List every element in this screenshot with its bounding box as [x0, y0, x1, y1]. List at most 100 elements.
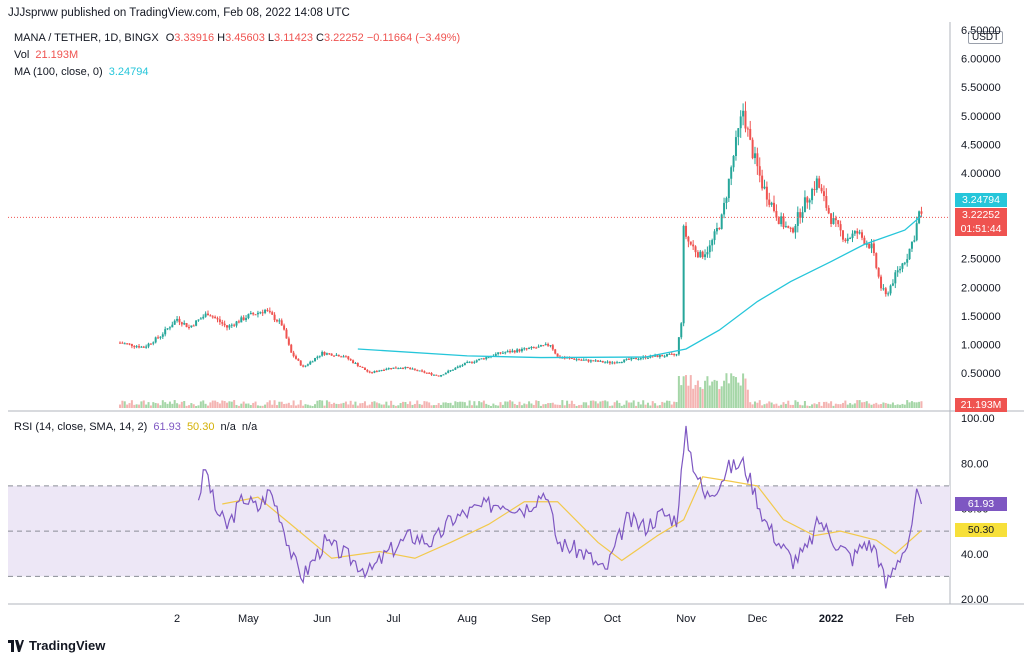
candle-body — [554, 349, 557, 354]
candle-body — [149, 343, 152, 345]
candle-body — [235, 321, 238, 326]
candle-body — [818, 178, 821, 188]
candle-body — [694, 246, 697, 253]
volume-bar — [725, 373, 728, 408]
volume-bar — [316, 400, 319, 408]
volume-bar — [199, 401, 202, 408]
currency-button[interactable]: USDT — [968, 31, 1004, 44]
volume-bar — [347, 404, 350, 408]
volume-bar — [813, 403, 816, 408]
volume-bar — [456, 402, 459, 408]
candle-body — [385, 368, 388, 371]
volume-bar — [656, 405, 659, 408]
candle-body — [613, 362, 616, 364]
candle-body — [815, 178, 818, 190]
volume-bar — [887, 403, 890, 408]
candle-body — [884, 288, 887, 295]
volume-bar — [544, 404, 547, 408]
volume-bar — [466, 405, 469, 408]
candle-body — [214, 316, 217, 319]
volume-bar — [841, 402, 844, 408]
volume-bar — [202, 400, 205, 408]
volume-bar — [884, 403, 887, 408]
time-tick-label: Dec — [748, 613, 768, 625]
volume-bar — [739, 385, 742, 408]
candle-body — [416, 369, 419, 371]
candle-body — [756, 153, 759, 167]
candle-body — [656, 355, 659, 358]
rsi-ma-line — [222, 476, 922, 562]
candle-body — [768, 199, 771, 205]
candle-body — [875, 253, 878, 268]
candle-body — [585, 359, 588, 361]
candle-body — [868, 243, 871, 249]
volume-bar — [734, 377, 737, 408]
candle-body — [475, 360, 478, 362]
candle-body — [713, 231, 716, 241]
candle-body — [145, 346, 148, 348]
high-label: H — [217, 32, 226, 44]
candle-body — [910, 241, 913, 249]
volume-bar — [913, 402, 916, 408]
candle-body — [765, 186, 768, 200]
candle-body — [192, 325, 195, 327]
volume-bar — [673, 401, 676, 408]
volume-bar — [223, 401, 226, 408]
candle-body — [899, 268, 902, 271]
tradingview-logo[interactable]: TradingView — [8, 638, 105, 653]
candle-body — [283, 325, 286, 330]
volume-bar — [325, 400, 328, 408]
volume-bar — [525, 404, 528, 408]
volume-bar — [204, 403, 207, 408]
candle-body — [397, 368, 400, 370]
volume-bar — [214, 400, 217, 408]
candle-body — [720, 214, 723, 229]
candle-body — [306, 364, 309, 366]
volume-bar — [770, 402, 773, 408]
candle-body — [587, 359, 590, 362]
candle-body — [390, 367, 393, 369]
time-tick-label: Aug — [457, 613, 477, 625]
volume-bar — [558, 404, 561, 408]
volume-bar — [123, 401, 126, 408]
volume-bar — [891, 402, 894, 408]
volume-bar — [447, 402, 450, 408]
volume-bar — [145, 404, 148, 408]
price-tick-label: 4.00000 — [961, 168, 1001, 180]
volume-bar — [749, 402, 752, 408]
candle-body — [839, 224, 842, 231]
volume-bar — [149, 405, 152, 408]
volume-bar — [368, 404, 371, 408]
volume-bar — [209, 402, 212, 408]
candle-body — [715, 228, 718, 232]
candle-body — [199, 318, 202, 320]
volume-bar — [259, 405, 262, 408]
candle-body — [737, 128, 740, 138]
candle-body — [589, 360, 592, 362]
candle-body — [473, 361, 476, 363]
candle-body — [352, 360, 355, 364]
candle-body — [176, 318, 179, 321]
volume-bar — [832, 405, 835, 408]
volume-bar — [392, 404, 395, 408]
rsi-price-box: 61.93 — [955, 497, 1007, 511]
volume-bar — [183, 401, 186, 408]
volume-bar — [532, 404, 535, 408]
volume-bar — [761, 405, 764, 408]
candle-body — [763, 186, 766, 189]
volume-bar — [506, 401, 509, 408]
candle-body — [872, 243, 875, 254]
volume-bar — [773, 404, 776, 408]
candle-body — [480, 358, 483, 360]
volume-bar — [337, 404, 340, 408]
volume-bar — [399, 403, 402, 408]
candle-body — [294, 356, 297, 359]
candle-body — [347, 356, 350, 360]
candle-body — [680, 323, 683, 338]
candle-body — [349, 359, 352, 361]
candle-body — [751, 139, 754, 159]
candle-body — [806, 197, 809, 203]
volume-bar — [361, 403, 364, 408]
candle-body — [504, 352, 507, 354]
